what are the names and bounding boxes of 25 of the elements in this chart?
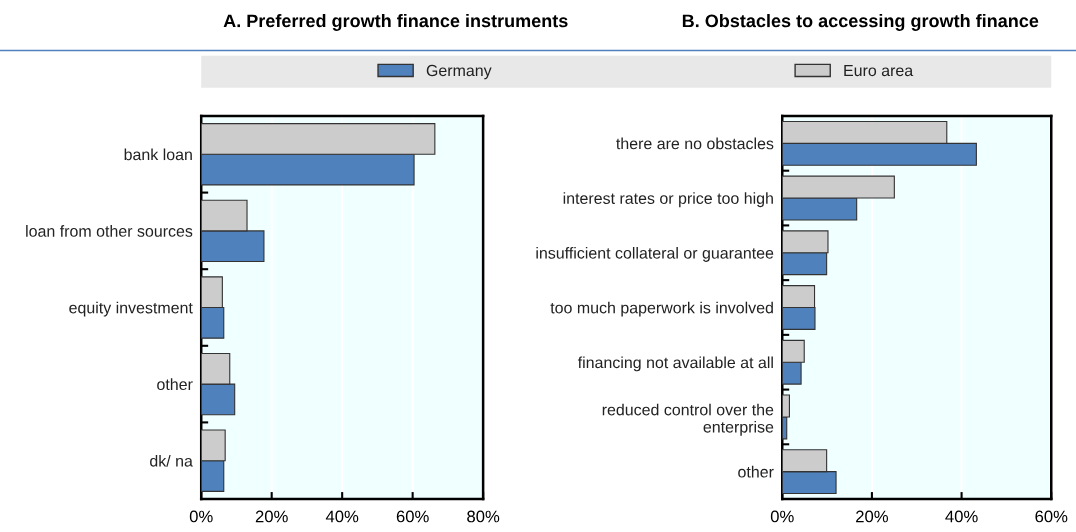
x-tick-label: 60% <box>396 510 429 523</box>
y-tick-label: other <box>157 378 193 391</box>
y-tick-label: financing not available at all <box>577 356 773 372</box>
legend-label: Euro area <box>844 65 914 77</box>
y-tick-label: insufficient collateral or guarantee <box>536 246 774 262</box>
y-tick-label: loan from other sources <box>26 225 193 237</box>
x-tick-label: 20% <box>856 510 889 523</box>
y-tick-label: there are no obstacles <box>616 137 774 150</box>
x-tick-label: 0% <box>770 510 794 523</box>
y-tick-label: equity investment <box>69 301 193 317</box>
y-tick-label: reduced control over the enterprise <box>602 403 774 436</box>
y-tick-label: dk/ na <box>150 454 193 467</box>
y-tick-label: too much paperwork is involved <box>550 301 773 317</box>
chart-title: A. Preferred growth finance instruments <box>223 14 568 31</box>
x-tick-label: 60% <box>1035 510 1068 523</box>
legend-label: Germany <box>426 64 492 80</box>
x-tick-label: 20% <box>255 510 288 523</box>
x-tick-label: 40% <box>945 510 978 523</box>
chart-title: B. Obstacles to accessing growth finance <box>682 14 1039 31</box>
y-tick-label: interest rates or price too high <box>563 192 773 208</box>
y-tick-label: bank loan <box>124 148 192 161</box>
x-tick-label: 40% <box>325 510 359 523</box>
x-tick-label: 80% <box>467 510 500 523</box>
x-tick-label: 0% <box>189 510 213 523</box>
y-tick-label: other <box>738 465 774 478</box>
